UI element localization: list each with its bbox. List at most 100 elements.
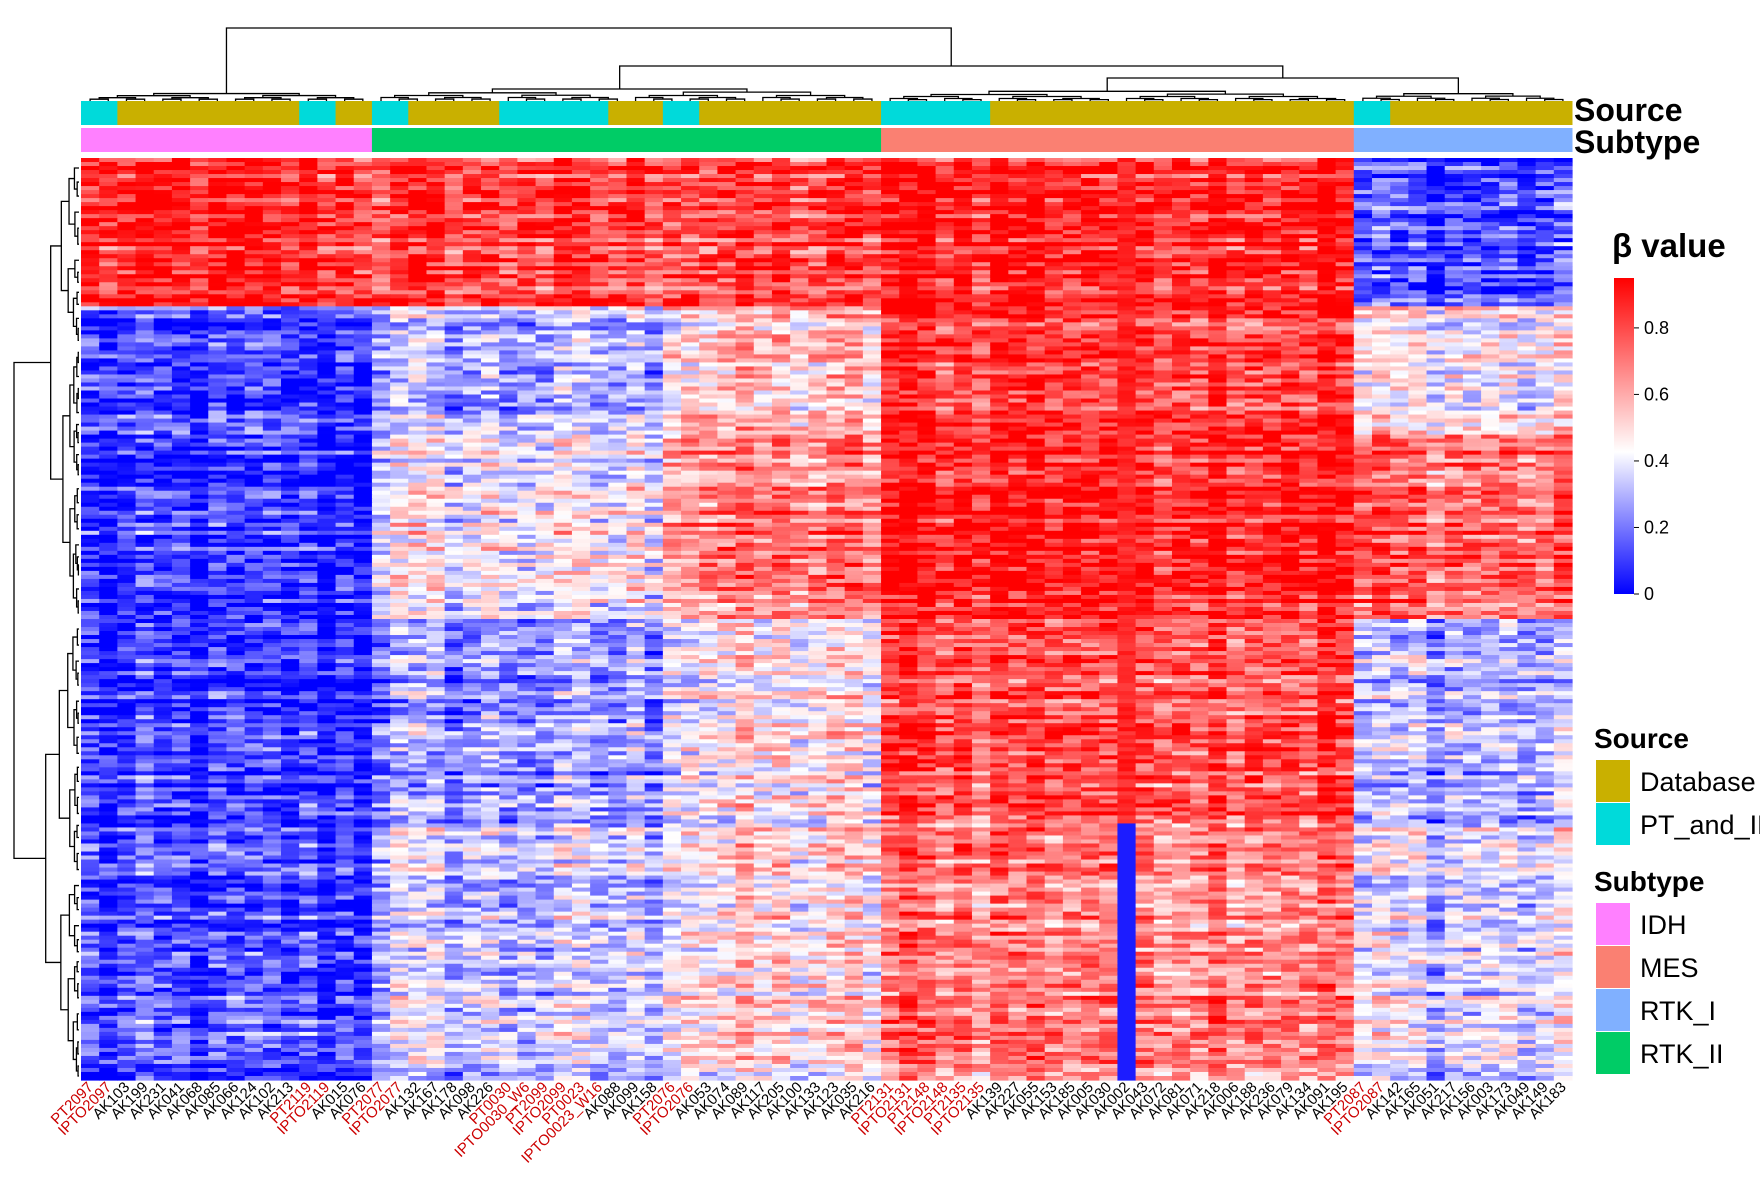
dendrogram-branch [1248,95,1319,99]
heatmap-cell [535,302,555,307]
heatmap-cell [826,166,846,171]
heatmap-cell [226,202,246,207]
heatmap-cell [190,326,209,331]
heatmap-cell [1299,378,1319,384]
heatmap-cell [1081,254,1100,259]
heatmap-cell [1371,382,1391,388]
heatmap-cell [371,302,391,307]
heatmap-cell [1317,234,1337,239]
heatmap-cell [626,158,646,163]
heatmap-cell [899,162,919,167]
heatmap-cell [1535,346,1555,352]
heatmap-cell [717,282,737,287]
heatmap-cell [626,338,646,343]
heatmap-cell [135,246,155,251]
heatmap-cell [299,386,318,392]
heatmap-cell [735,178,755,183]
heatmap-cell [1244,250,1264,255]
heatmap-cell [390,306,409,311]
heatmap-cell [1281,382,1300,388]
heatmap-cell [1244,266,1264,271]
heatmap-cell [1171,342,1191,348]
heatmap-cell [1535,242,1555,247]
heatmap-cell [990,266,1009,271]
heatmap-cell [1262,234,1282,239]
heatmap-cell [808,226,828,231]
heatmap-cell [808,178,828,183]
heatmap-cell [553,346,573,352]
heatmap-cell [1353,234,1373,239]
heatmap-cell [371,346,391,352]
heatmap-cell [371,326,391,331]
heatmap-cell [1371,254,1391,259]
heatmap-cell [1335,226,1355,231]
heatmap-cell [408,266,428,271]
heatmap-cell [862,258,882,263]
heatmap-cell [990,238,1009,243]
heatmap-cell [481,254,500,259]
heatmap-cell [844,322,864,327]
heatmap-cell [1408,254,1428,259]
heatmap-cell [1553,230,1573,235]
heatmap-cell [1244,366,1264,372]
heatmap-cell [626,254,646,259]
heatmap-cell [644,330,664,335]
heatmap-cell [1208,298,1228,303]
heatmap-cell [135,286,155,291]
heatmap-cell [1517,330,1537,335]
heatmap-cell [1044,302,1064,307]
heatmap-cell [1262,358,1282,364]
dendrogram-branch [76,736,79,754]
heatmap-cell [171,218,191,223]
heatmap-cell [1335,386,1355,392]
heatmap-cell [499,198,518,203]
heatmap-cell [808,318,828,323]
heatmap-cell [1190,174,1209,179]
heatmap-cell [1190,162,1209,167]
heatmap-cell [153,330,173,335]
heatmap-cell [1244,286,1264,291]
heatmap-cell [1299,206,1319,211]
dendrogram-branch [725,98,746,101]
heatmap-cell [899,342,919,348]
heatmap-cell [1371,190,1391,195]
heatmap-cell [899,166,919,171]
heatmap-cell [935,358,955,364]
heatmap-cell [1208,210,1228,215]
heatmap-cell [99,162,118,167]
heatmap-cell [517,222,537,227]
heatmap-cell [590,226,609,231]
heatmap-cell [462,230,482,235]
heatmap-cell [917,326,937,331]
dendrogram-branch [1289,98,1309,101]
heatmap-cell [171,210,191,215]
heatmap-cell [190,198,209,203]
heatmap-cell [1408,246,1428,251]
heatmap-cell [735,230,755,235]
dendrogram-branch [1144,98,1164,101]
heatmap-cell [1117,198,1137,203]
heatmap-cell [699,194,718,199]
heatmap-cell [899,358,919,364]
heatmap-cell [1208,194,1228,199]
heatmap-cell [1099,254,1119,259]
heatmap-cell [499,246,518,251]
heatmap-cell [226,162,246,167]
heatmap-cell [699,354,718,360]
heatmap-cell [1062,302,1082,307]
heatmap-cell [990,270,1009,275]
heatmap-cell [717,358,737,364]
heatmap-cell [117,366,137,372]
heatmap-cell [335,378,355,384]
heatmap-cell [81,278,100,283]
heatmap-cell [1262,306,1282,311]
heatmap-cell [1244,246,1264,251]
heatmap-cell [171,286,191,291]
heatmap-cell [881,334,900,339]
heatmap-cell [1099,378,1119,384]
heatmap-cell [735,202,755,207]
heatmap-cell [335,334,355,339]
heatmap-cell [1262,198,1282,203]
heatmap-cell [717,270,737,275]
heatmap-cell [190,238,209,243]
